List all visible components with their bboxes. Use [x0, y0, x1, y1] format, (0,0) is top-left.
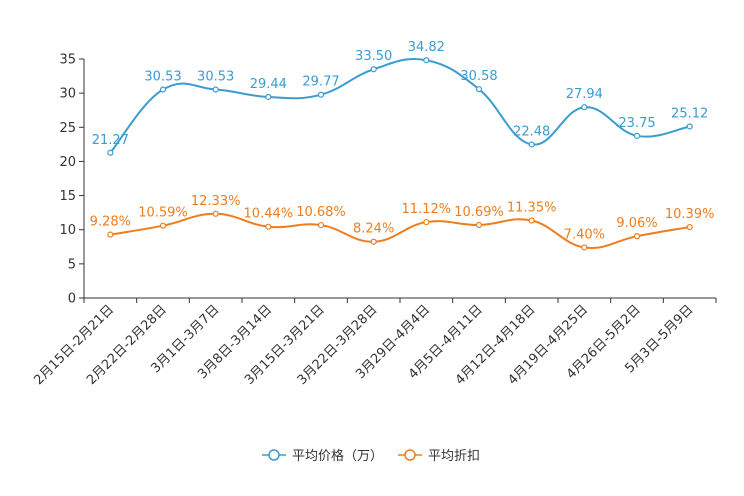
data-label: 30.58: [460, 69, 497, 84]
data-point[interactable]: [212, 210, 219, 217]
y-tick-label: 0: [68, 292, 76, 307]
legend-label: 平均折扣: [428, 449, 480, 464]
data-label: 21.27: [92, 133, 129, 148]
data-label: 9.28%: [90, 215, 131, 230]
legend[interactable]: 平均价格（万） 平均折扣: [262, 448, 480, 464]
y-tick-label: 10: [59, 223, 76, 238]
data-label: 12.33%: [191, 194, 241, 209]
data-point[interactable]: [159, 222, 167, 229]
data-point[interactable]: [528, 141, 535, 148]
data-label: 25.12: [671, 106, 708, 121]
legend-item-1[interactable]: 平均价格（万）: [262, 448, 383, 464]
data-label: 11.12%: [402, 202, 452, 217]
series-line[interactable]: [109, 57, 690, 154]
axes: 0 5 10 15 20 25 30 35 2月15日-2月21日2月22日-2月28日3月1…: [31, 53, 717, 388]
legend-marker-icon: [268, 449, 280, 461]
data-label: 30.53: [197, 70, 234, 85]
data-point[interactable]: [581, 244, 588, 251]
data-point[interactable]: [107, 149, 114, 156]
series-1: 21.27 30.53 30.53 29.44 29.77 33.50 34.82 30.58…: [92, 40, 708, 156]
data-point[interactable]: [265, 223, 272, 230]
y-tick-label: 30: [59, 87, 76, 102]
data-label: 10.39%: [665, 207, 715, 222]
y-tick-label: 15: [59, 189, 76, 204]
data-point[interactable]: [686, 123, 693, 130]
data-point[interactable]: [370, 66, 377, 73]
series-2: 9.28% 10.59%12.33%10.44% 10.68% 8.24% 11.12%…: [90, 194, 715, 251]
data-point[interactable]: [370, 238, 377, 245]
data-label: 11.35%: [507, 200, 557, 215]
data-label: 8.24%: [353, 222, 394, 237]
data-point[interactable]: [317, 91, 325, 98]
data-label: 27.94: [566, 87, 603, 102]
data-label: 33.50: [355, 49, 392, 64]
data-label: 10.59%: [138, 206, 188, 221]
data-label: 7.40%: [564, 227, 605, 242]
data-point[interactable]: [528, 217, 535, 224]
data-point[interactable]: [317, 221, 325, 229]
y-tick-label: 20: [59, 155, 76, 170]
data-point[interactable]: [475, 86, 483, 93]
data-point[interactable]: [159, 86, 167, 93]
data-label: 23.75: [618, 116, 655, 131]
series-line[interactable]: [110, 212, 690, 250]
y-tick-label: 5: [68, 257, 76, 272]
data-label: 30.53: [144, 70, 181, 85]
data-label: 29.77: [302, 75, 339, 90]
data-label: 10.68%: [296, 205, 346, 220]
y-ticks: 0 5 10 15 20 25 30 35: [59, 53, 84, 307]
y-tick-label: 35: [59, 53, 76, 68]
y-tick-label: 25: [59, 121, 76, 136]
data-label: 34.82: [408, 40, 445, 55]
data-label: 9.06%: [616, 216, 657, 231]
data-label: 29.44: [250, 77, 287, 92]
data-point[interactable]: [423, 218, 430, 226]
data-point[interactable]: [686, 223, 693, 231]
data-point[interactable]: [212, 86, 219, 93]
legend-item-2[interactable]: 平均折扣: [398, 449, 480, 464]
legend-label: 平均价格（万）: [292, 448, 383, 464]
data-label: 10.44%: [244, 207, 294, 222]
data-label: 22.48: [513, 124, 550, 139]
legend-marker-icon: [404, 449, 416, 461]
data-point[interactable]: [475, 221, 483, 229]
data-point[interactable]: [633, 132, 641, 139]
data-label: 10.69%: [454, 205, 504, 220]
series-layer: 21.27 30.53 30.53 29.44 29.77 33.50 34.82 30.58…: [90, 40, 715, 251]
data-point[interactable]: [423, 57, 430, 64]
data-point[interactable]: [581, 104, 588, 111]
data-point[interactable]: [265, 93, 272, 101]
data-point[interactable]: [107, 231, 114, 238]
data-point[interactable]: [633, 233, 641, 240]
x-ticks: 2月15日-2月21日2月22日-2月28日3月1日-3月7日3月8日-3月14…: [31, 298, 717, 388]
